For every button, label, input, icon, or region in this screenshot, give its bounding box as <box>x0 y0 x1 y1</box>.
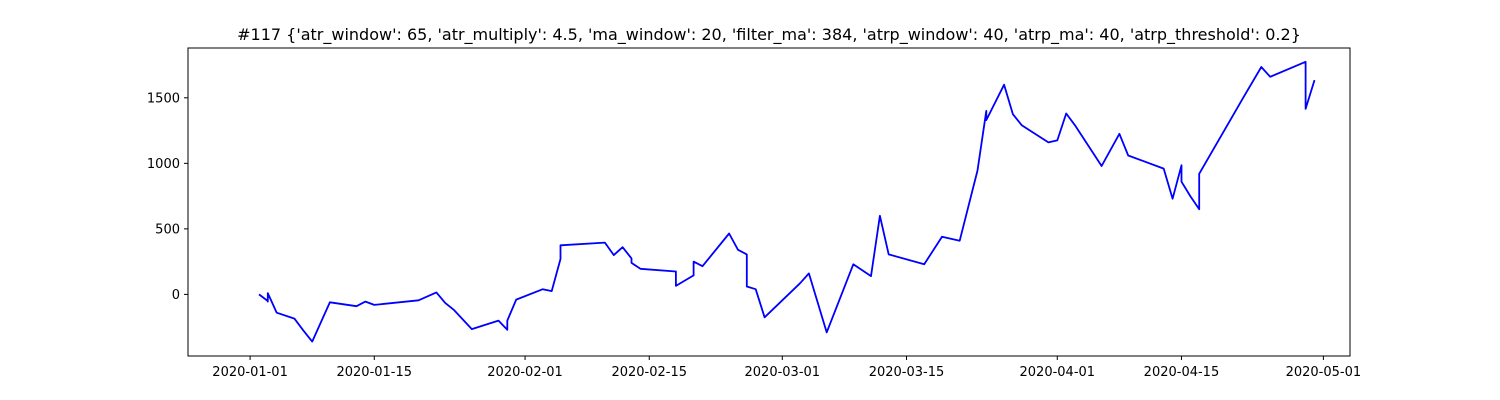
x-tick-label-5: 2020-03-15 <box>869 365 945 380</box>
y-tick-label-1: 500 <box>155 222 180 237</box>
series-line-0 <box>258 60 1316 343</box>
chart-title: #117 {'atr_window': 65, 'atr_multiply': … <box>237 25 1301 45</box>
x-tick-label-1: 2020-01-15 <box>336 365 412 380</box>
x-tick-label-4: 2020-03-01 <box>745 365 821 380</box>
x-tick-label-7: 2020-04-15 <box>1144 365 1220 380</box>
y-tick-label-0: 0 <box>172 288 180 303</box>
plot-area <box>188 48 1350 356</box>
x-tick-label-2: 2020-02-01 <box>487 365 563 380</box>
y-tick-label-2: 1000 <box>147 157 180 172</box>
y-axis: 0 500 1000 1500 <box>147 91 188 303</box>
x-tick-label-3: 2020-02-15 <box>611 365 687 380</box>
x-tick-label-8: 2020-05-01 <box>1286 365 1362 380</box>
plot-frame <box>187 47 1351 357</box>
x-tick-label-0: 2020-01-01 <box>212 365 288 380</box>
y-tick-label-3: 1500 <box>147 91 180 106</box>
x-tick-label-6: 2020-04-01 <box>1020 365 1096 380</box>
series-layer <box>258 60 1316 343</box>
x-axis: 2020-01-01 2020-01-15 2020-02-01 2020-02-15… <box>212 356 1361 380</box>
